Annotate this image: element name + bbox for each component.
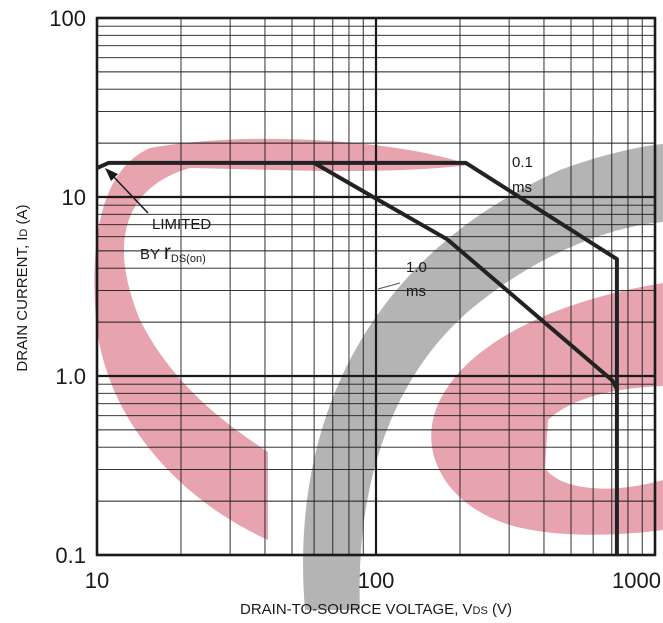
series-label-0.1ms: 0.1 ms <box>512 154 533 196</box>
grid-lines <box>95 16 657 557</box>
limited-arrow-head <box>105 168 118 181</box>
watermark-pink-arc <box>431 283 663 535</box>
x-tick-label: 1000 <box>612 568 661 593</box>
x-tick-label: 100 <box>358 568 395 593</box>
limited-annotation: LIMITED BY rDS(on) <box>105 168 211 265</box>
y-tick-label: 100 <box>49 6 86 31</box>
limited-label-r: r <box>164 241 171 264</box>
y-tick-label: 1.0 <box>55 364 86 389</box>
x-axis-title-subscript: DS <box>473 605 488 617</box>
limited-label-line2: BY rDS(on) <box>140 241 206 265</box>
limited-label-line1: LIMITED <box>152 216 211 233</box>
series-line-1.0ms <box>313 161 619 390</box>
tick-labels: 10 100 1000 0.1 1.0 10 100 <box>49 6 661 593</box>
series-label-1.0ms: 1.0 ms <box>377 259 427 300</box>
y-axis-title-subscript: D <box>18 229 30 237</box>
y-axis-title: DRAIN CURRENT, ID (A) <box>14 204 31 371</box>
x-axis-title-main: DRAIN-TO-SOURCE VOLTAGE, V <box>240 601 473 618</box>
limited-arrow-line <box>110 173 149 214</box>
series-line-0.1ms <box>96 160 619 555</box>
x-axis-title-unit: (V) <box>488 601 512 618</box>
plot-frame <box>95 16 657 557</box>
series-label-0.1ms-line1: 0.1 <box>512 154 533 171</box>
x-axis-title: DRAIN-TO-SOURCE VOLTAGE, VDS (V) <box>240 601 512 618</box>
limited-label-by: BY <box>140 246 164 263</box>
y-axis-title-main: DRAIN CURRENT, I <box>14 237 31 372</box>
series-label-1.0ms-line2: ms <box>406 283 426 300</box>
y-axis-title-unit: (A) <box>14 204 31 228</box>
series-label-0.1ms-line2: ms <box>512 179 532 196</box>
series-label-1.0ms-line1: 1.0 <box>406 259 427 276</box>
watermark-pink-swoosh <box>94 138 470 540</box>
limited-label-subscript: DS(on) <box>171 253 206 265</box>
background-watermark <box>94 138 663 610</box>
x-tick-label: 10 <box>85 568 109 593</box>
y-tick-label: 10 <box>62 185 86 210</box>
y-tick-label: 0.1 <box>55 543 86 568</box>
series-layer <box>96 160 619 555</box>
series-label-1.0ms-leader <box>377 282 401 290</box>
